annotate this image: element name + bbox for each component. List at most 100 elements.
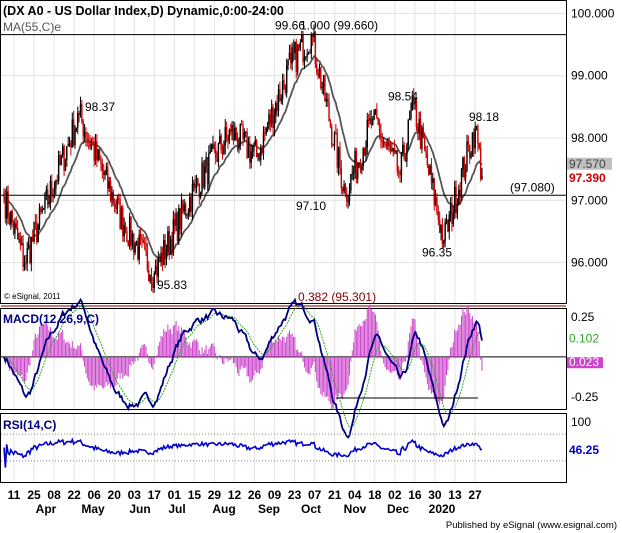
candle-body [16,227,19,240]
last-price-text: 97.390 [569,171,606,185]
rsi-value-badge [567,443,603,457]
ma-value-text: 97.570 [569,157,606,171]
candle-body [246,131,248,158]
candle-body [112,192,114,204]
candle-body [149,275,151,282]
candle-body [131,233,134,246]
candle-body [336,133,338,168]
candle-body [29,244,31,264]
candle-body [169,239,172,255]
x-tick-label: 30 [428,488,442,502]
candle-body [62,146,64,156]
candle-body [72,119,75,145]
candle-body [348,190,351,202]
candle-body [287,59,289,66]
candle-body [141,238,143,241]
candle-body [257,153,259,157]
candle-body [111,192,113,201]
candle-body [75,127,78,131]
candle-body [15,223,17,228]
x-month-label: Apr [36,502,57,516]
candle-body [138,234,140,260]
candle-body [100,160,102,164]
candle-body [160,252,162,263]
candle-body [238,146,240,149]
candle-body [310,34,312,54]
candle-body [286,65,288,93]
candle-body [414,100,416,105]
candle-body [343,184,345,192]
price-y-tick-label: 100.000 [571,6,615,20]
x-tick-label: 29 [208,488,222,502]
candle-body [158,256,161,263]
candle-body [105,166,108,172]
candle-body [344,184,347,195]
macd-y-tick-label: 0.25 [571,310,595,324]
candle-body [133,233,135,253]
candle-body [37,225,39,243]
candle-body [63,146,65,171]
candle-body [474,126,476,149]
candle-body [191,184,194,212]
candle-body [67,144,69,147]
candle-body [163,240,165,266]
candle-body [104,171,106,175]
candle-body [447,219,449,232]
candle-body [460,169,463,198]
candle-body [40,207,42,212]
candle-body [120,207,123,229]
candle-body [79,103,82,115]
candle-body [209,151,211,154]
support-level-label: (97.080) [510,180,555,194]
candle-body [14,223,16,234]
candle-body [89,140,91,148]
x-tick-label: 22 [67,488,81,502]
candle-body [87,139,90,141]
candle-body [180,200,183,230]
candle-body [59,155,61,165]
candle-body [477,125,479,144]
rsi-value-text: 46.25 [569,443,599,457]
candle-body [307,52,310,54]
candle-body [178,208,180,242]
candle-body [479,147,482,179]
candle-body [321,87,323,89]
macd-line [3,297,483,439]
candle-body [428,165,430,175]
candle-body [265,128,267,134]
candle-body [22,242,24,268]
candle-body [8,217,11,225]
candle-body [126,230,128,242]
candle-body [395,150,397,153]
candle-body [284,84,287,93]
candle-body [108,181,110,189]
candle-body [352,172,355,174]
candle-body [426,152,429,166]
candle-body [197,178,199,184]
candle-body [12,222,15,234]
candle-body [292,47,295,54]
candle-body [413,95,415,105]
candle-body [366,119,368,148]
candle-body [329,121,332,127]
candle-body [288,52,291,60]
candle-body [391,150,393,152]
candle-body [60,155,63,165]
candle-body [4,197,7,219]
candle-body [206,157,209,185]
candle-body [306,53,308,57]
x-month-label: Sep [258,502,280,516]
candle-body [346,194,348,202]
candle-body [128,216,131,247]
x-tick-label: 15 [188,488,202,502]
candle-body [127,241,129,247]
candle-body [30,237,33,264]
price-annotation-label: 95.83 [157,278,187,292]
candle-body [182,200,184,212]
candle-body [444,222,446,241]
candle-body [235,127,237,140]
candle-body [299,42,302,49]
candle-body [213,144,216,149]
candle-body [354,150,356,173]
candle-body [255,140,258,157]
